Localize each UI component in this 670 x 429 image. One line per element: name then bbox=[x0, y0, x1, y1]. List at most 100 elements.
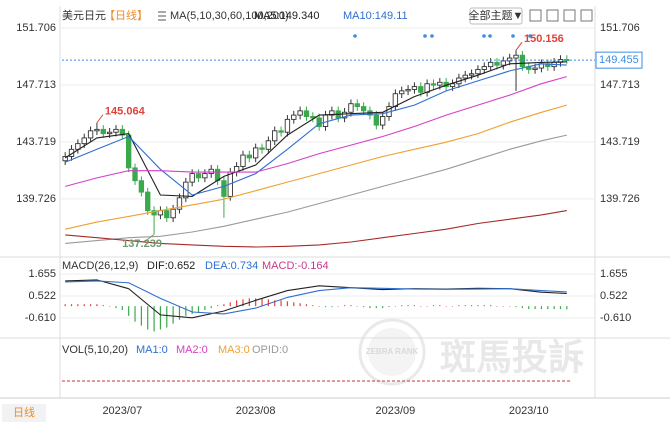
macd-bar bbox=[77, 304, 79, 307]
macd-bar bbox=[255, 298, 257, 307]
period-tab[interactable] bbox=[2, 404, 46, 422]
macd-bar bbox=[439, 305, 441, 307]
candle-body bbox=[291, 114, 297, 120]
macd-bar bbox=[242, 299, 244, 307]
candle-body bbox=[132, 167, 138, 182]
macd-bar bbox=[70, 304, 73, 307]
macd-bar bbox=[96, 304, 98, 307]
macd-bar bbox=[83, 304, 85, 307]
candle-body bbox=[81, 137, 87, 145]
candle-body bbox=[322, 114, 329, 127]
extreme-pointer bbox=[515, 41, 523, 51]
candle-body bbox=[265, 140, 272, 150]
y-tick-label: 151.706 bbox=[16, 22, 56, 34]
y-tick-label: 1.655 bbox=[28, 268, 56, 280]
macd-bar bbox=[216, 305, 219, 307]
theme-button-label[interactable]: 全部主题▼ bbox=[469, 8, 524, 22]
ma-line bbox=[64, 61, 567, 197]
candle-body bbox=[240, 154, 246, 167]
macd-bar bbox=[534, 306, 536, 310]
legend-entry: MACD:-0.164 bbox=[262, 260, 329, 272]
candle-body bbox=[106, 131, 113, 135]
tool-icon[interactable] bbox=[529, 9, 542, 22]
legend-entry: DIF:0.652 bbox=[147, 260, 195, 272]
macd-bar bbox=[331, 306, 333, 308]
macd-bar bbox=[553, 306, 555, 310]
toolbar-icons[interactable] bbox=[529, 9, 593, 22]
macd-bar bbox=[261, 298, 263, 307]
y-tick-label: 139.726 bbox=[16, 193, 56, 205]
last-price-label: 149.455 bbox=[599, 54, 639, 66]
macd-bar bbox=[566, 306, 568, 310]
macd-bar bbox=[267, 299, 269, 307]
y-tick-label: -0.610 bbox=[600, 312, 631, 324]
macd-bar bbox=[305, 304, 308, 307]
candle-body bbox=[437, 81, 443, 86]
event-markers bbox=[353, 34, 532, 38]
macd-bar bbox=[166, 306, 168, 328]
macd-line bbox=[65, 279, 567, 319]
theme-button[interactable] bbox=[469, 7, 523, 25]
candle-body bbox=[195, 173, 202, 179]
legend-entry: MA10:149.11 bbox=[343, 10, 408, 22]
ma-line bbox=[65, 134, 567, 244]
candle-body bbox=[221, 180, 227, 197]
macd-bar bbox=[312, 305, 314, 307]
macd-bar bbox=[191, 306, 193, 314]
watermark-name: 斑馬投訴 bbox=[440, 337, 584, 378]
macd-bar bbox=[502, 306, 504, 307]
macd-bar bbox=[451, 306, 454, 307]
candle-body bbox=[164, 210, 170, 219]
candle-body bbox=[170, 208, 176, 219]
period-tag: 【日线】 bbox=[104, 8, 148, 22]
candle-body bbox=[430, 83, 437, 86]
macd-bar bbox=[197, 306, 200, 312]
candle-body bbox=[507, 57, 513, 62]
macd-bar bbox=[121, 306, 123, 311]
tool-icon[interactable] bbox=[546, 9, 559, 22]
macd-bar bbox=[363, 306, 365, 308]
y-tick-label: 139.726 bbox=[600, 193, 640, 205]
candle-body bbox=[113, 128, 119, 133]
macd-bar bbox=[388, 306, 390, 308]
period-tab-label[interactable]: 日线 bbox=[13, 405, 35, 419]
extreme-label: 145.064 bbox=[105, 105, 146, 117]
macd-bar bbox=[153, 306, 155, 332]
macd-bar bbox=[64, 304, 66, 307]
candle-body bbox=[348, 103, 354, 113]
candle-body bbox=[246, 154, 252, 159]
macd-bar bbox=[375, 306, 377, 309]
candle-body bbox=[126, 134, 132, 169]
candle-body bbox=[303, 110, 310, 117]
macd-bar bbox=[413, 305, 416, 307]
macd-bar bbox=[528, 306, 530, 310]
macd-bar bbox=[128, 306, 130, 316]
macd-bar bbox=[464, 305, 466, 307]
y-tick-label: 143.719 bbox=[16, 136, 56, 148]
legend-entry: DEA:0.734 bbox=[205, 260, 258, 272]
candle-body bbox=[62, 156, 68, 162]
extreme-label: 150.156 bbox=[524, 33, 564, 45]
tool-icon[interactable] bbox=[563, 9, 576, 22]
y-tick-label: 151.706 bbox=[600, 22, 640, 34]
legend-entry: MA2:0 bbox=[176, 344, 208, 356]
watermark-emblem bbox=[368, 328, 416, 376]
candle-body bbox=[329, 110, 335, 116]
candle-body bbox=[151, 210, 157, 216]
candle-body bbox=[519, 54, 526, 68]
watermark-brand: ZEBRA RANK bbox=[366, 347, 419, 356]
y-tick-label: 147.713 bbox=[16, 79, 56, 91]
candle-body bbox=[119, 128, 125, 136]
candle-body bbox=[100, 128, 106, 135]
x-tick-label: 2023/07 bbox=[102, 405, 142, 417]
macd-bar bbox=[445, 306, 447, 307]
macd-bar bbox=[394, 306, 396, 307]
indicator-label: MA(5,10,30,60,100,200) bbox=[170, 10, 289, 22]
macd-bar bbox=[299, 303, 301, 307]
macd-bar bbox=[286, 301, 289, 307]
tool-icon[interactable] bbox=[580, 9, 593, 22]
y-tick-label: -0.610 bbox=[25, 312, 56, 324]
candle-body bbox=[494, 61, 500, 66]
